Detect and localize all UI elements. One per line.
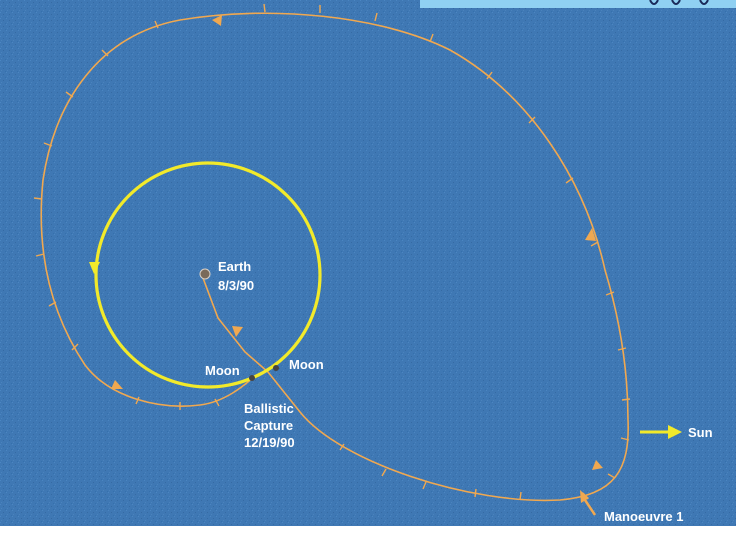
moon-orbit-arrow [89,262,100,274]
capture-label-line1: Ballistic [244,401,294,416]
moon-position-right-icon [273,365,279,371]
manoeuvre-label: Manoeuvre 1 [604,509,683,524]
sun-label: Sun [688,425,713,440]
capture-date-label: 12/19/90 [244,435,295,450]
moon-position-left-icon [249,375,255,381]
earth-label: Earth [218,259,251,274]
top-band [420,0,736,8]
earth-icon [199,268,211,280]
transfer-trajectory [40,12,629,502]
moon-left-label: Moon [205,363,240,378]
frame-right [736,0,744,535]
sun-arrow-icon [640,425,682,439]
manoeuvre-arrow-icon [580,490,597,516]
trajectory-arrows [111,15,603,470]
top-band-glyphs [649,0,709,5]
capture-label-line2: Capture [244,418,293,433]
launch-date-label: 8/3/90 [218,278,254,293]
trajectory-ticks [33,3,631,501]
moon-right-label: Moon [289,357,324,372]
moon-orbit [94,161,322,389]
frame-bottom [0,526,744,535]
